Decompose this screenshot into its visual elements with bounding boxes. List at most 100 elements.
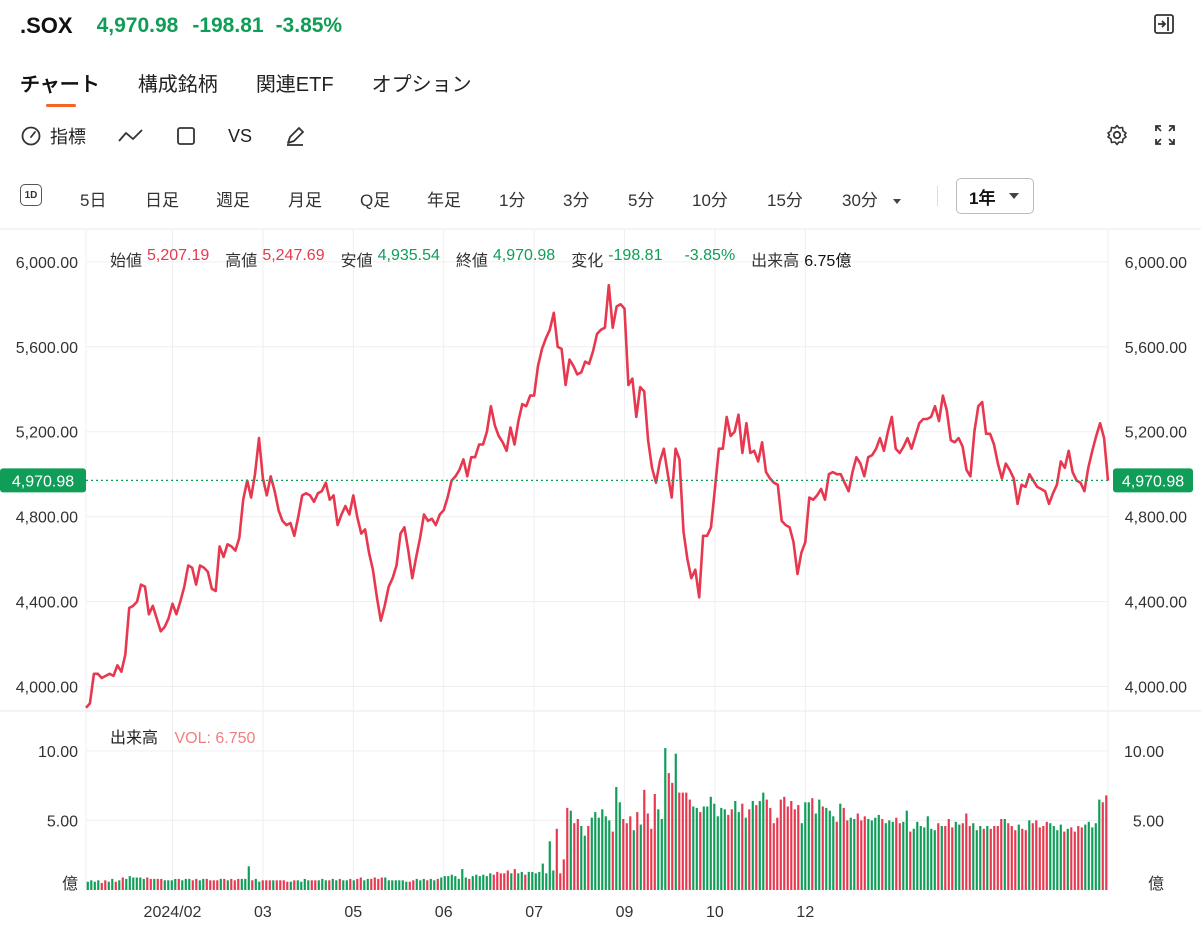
volume-bar — [394, 880, 397, 890]
volume-bar — [713, 803, 716, 890]
volume-bar — [611, 831, 614, 890]
range-select[interactable]: 1年 — [956, 178, 1034, 214]
volume-bar — [370, 878, 373, 890]
volume-bar — [174, 878, 177, 890]
period-5d[interactable]: 5日 — [80, 191, 107, 210]
volume-bar — [482, 874, 485, 890]
volume-bar — [1087, 821, 1090, 890]
volume-bar — [86, 881, 89, 890]
y-tick-label-left: 5,600.00 — [16, 340, 78, 357]
volume-bar — [912, 828, 915, 890]
tab-chart[interactable]: チャート — [20, 68, 100, 107]
period-monthly[interactable]: 月足 — [288, 191, 322, 210]
volume-bar — [569, 810, 572, 890]
period-weekly[interactable]: 週足 — [216, 191, 250, 210]
volume-bar — [181, 880, 184, 890]
volume-bar — [321, 878, 324, 890]
volume-bar — [625, 823, 628, 890]
volume-bar — [345, 880, 348, 890]
volume-bar — [279, 880, 282, 890]
volume-bar — [853, 819, 856, 890]
volume-bar — [723, 809, 726, 890]
volume-bar — [223, 878, 226, 890]
fullscreen-icon[interactable] — [1153, 123, 1177, 147]
volume-bar — [335, 880, 338, 890]
volume-bar — [1077, 826, 1080, 890]
tab-related-etf[interactable]: 関連ETF — [255, 74, 334, 96]
volume-bar — [153, 878, 156, 890]
volume-bar — [265, 880, 268, 890]
pencil-icon[interactable] — [284, 125, 306, 147]
volume-bar — [989, 828, 992, 890]
volume-bar — [629, 816, 632, 890]
volume-bar — [832, 816, 835, 890]
volume-bar — [545, 873, 548, 890]
volume-bar — [1066, 828, 1069, 890]
volume-bar — [132, 877, 135, 890]
volume-bar — [293, 880, 296, 890]
volume-bar — [254, 878, 257, 890]
volume-bar — [776, 817, 779, 890]
volume-bar — [1003, 819, 1006, 890]
volume-bar — [811, 798, 814, 890]
volume-bar — [706, 806, 709, 890]
volume-bar — [398, 880, 401, 890]
period-30min[interactable]: 30分 — [842, 186, 901, 211]
volume-bar — [944, 826, 947, 890]
volume-bar — [730, 809, 733, 890]
volume-bar — [107, 881, 110, 890]
volume-bar — [373, 877, 376, 890]
day-calendar-icon[interactable]: 1D — [20, 184, 42, 206]
volume-bar — [377, 878, 380, 890]
volume-bar — [800, 823, 803, 890]
tab-constituents[interactable]: 構成銘柄 — [137, 74, 218, 96]
price-change: -198.81 — [192, 14, 264, 37]
volume-bar — [492, 874, 495, 890]
volume-bar — [443, 876, 446, 890]
volume-bar — [828, 810, 831, 890]
volume-bar — [191, 880, 194, 890]
volume-bar — [391, 880, 394, 890]
volume-bar — [258, 881, 261, 890]
period-daily[interactable]: 日足 — [145, 191, 179, 210]
volume-bar — [888, 820, 891, 890]
volume-bar — [643, 789, 646, 890]
current-price-tag-left — [0, 468, 86, 493]
x-tick-label: 03 — [254, 904, 272, 921]
volume-bar — [657, 809, 660, 890]
volume-bar — [604, 816, 607, 890]
low-label: 安値 — [340, 253, 373, 270]
volume-bar — [573, 823, 576, 890]
volume-bar — [961, 823, 964, 890]
x-tick-label: 09 — [616, 904, 634, 921]
period-yearly[interactable]: 年足 — [427, 191, 461, 210]
volume-bar — [359, 877, 362, 890]
line-chart-icon[interactable] — [118, 126, 144, 146]
x-tick-label: 12 — [796, 904, 814, 921]
tab-options[interactable]: オプション — [371, 74, 472, 96]
gear-icon[interactable] — [1105, 123, 1129, 147]
volume-bar — [366, 878, 369, 890]
period-10min[interactable]: 10分 — [692, 191, 728, 210]
period-3min[interactable]: 3分 — [563, 191, 590, 210]
period-quarterly[interactable]: Q足 — [360, 191, 391, 210]
volume-bar — [587, 826, 590, 890]
exit-icon[interactable] — [1153, 13, 1175, 35]
period-15min[interactable]: 15分 — [767, 191, 803, 210]
volume-bar — [951, 827, 954, 890]
period-5min[interactable]: 5分 — [628, 191, 655, 210]
volume-bar — [478, 876, 481, 890]
volume-bar — [251, 880, 254, 890]
vs-button[interactable]: VS — [228, 125, 253, 146]
volume-bar — [825, 807, 828, 890]
volume-bar — [1021, 828, 1024, 890]
volume-bar — [982, 828, 985, 890]
indicator-button[interactable]: 指標 — [20, 123, 86, 149]
volume-bar — [905, 810, 908, 890]
square-icon[interactable] — [176, 126, 196, 146]
volume-bar — [1042, 826, 1045, 890]
divider — [937, 186, 938, 206]
period-1min[interactable]: 1分 — [499, 191, 526, 210]
volume-bar — [835, 821, 838, 890]
